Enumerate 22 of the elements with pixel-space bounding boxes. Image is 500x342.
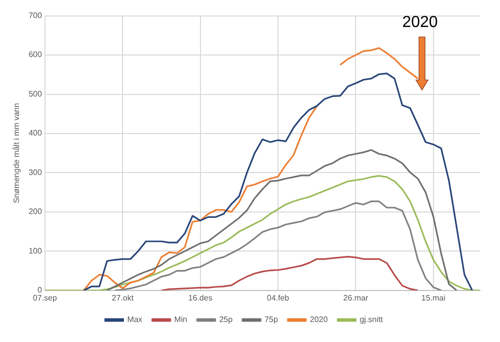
x-tick-label: 15.mai [421,293,446,302]
y-tick-label: 100 [28,246,42,256]
y-tick-label: 700 [28,11,42,20]
legend-label: 25p [219,315,234,324]
y-tick-label: 0 [37,286,42,295]
y-tick-label: 400 [28,128,42,138]
y-tick-label: 200 [28,207,42,216]
legend-label: 75p [264,315,278,324]
y-tick-label: 500 [28,89,42,98]
legend-label: Max [127,315,142,324]
legend-label: gj.snitt [360,315,384,324]
y-tick-label: 600 [28,50,42,60]
x-tick-label: 07.sep [32,293,58,302]
legend-label: 2020 [310,315,328,324]
annotation: 2020 [401,14,439,32]
y-tick-label: 300 [28,168,42,177]
y-axis-title: Snømengde målt i mm vann [12,103,22,204]
x-tick-label: 04.feb [266,293,290,302]
x-tick-label: 26.mar [343,293,368,302]
legend-label: Min [174,315,188,324]
x-tick-label: 16.des [188,293,212,302]
x-tick-label: 27.okt [112,293,134,302]
